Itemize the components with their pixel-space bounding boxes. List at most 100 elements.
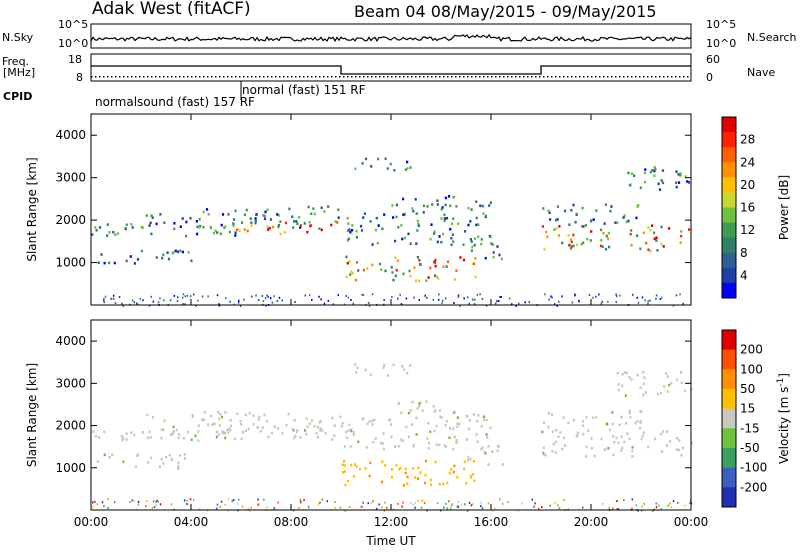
data-cell: [481, 507, 484, 510]
data-cell: [601, 245, 604, 249]
nave-point: [91, 76, 93, 78]
data-cell: [321, 429, 324, 432]
data-cell: [224, 436, 227, 440]
data-cell: [620, 435, 623, 439]
data-cell: [182, 293, 185, 296]
data-cell: [538, 507, 540, 510]
nave-point: [395, 76, 397, 78]
data-cell: [407, 435, 410, 439]
data-cell: [452, 217, 455, 220]
data-cell: [644, 299, 646, 302]
data-cell: [327, 205, 330, 208]
nave-point: [543, 76, 545, 78]
data-cell: [216, 294, 219, 297]
data-cell: [162, 253, 165, 257]
data-cell: [352, 431, 355, 434]
data-cell: [402, 197, 405, 201]
data-cell: [485, 433, 488, 436]
data-cell: [616, 221, 619, 224]
data-cell: [641, 296, 644, 299]
data-cell: [334, 507, 336, 510]
nave-point: [155, 76, 157, 78]
data-cell: [558, 225, 561, 228]
data-cell: [386, 374, 389, 377]
data-cell: [320, 206, 323, 209]
data-cell: [108, 261, 111, 265]
data-cell: [348, 506, 351, 508]
data-cell: [436, 203, 439, 206]
data-cell: [254, 219, 257, 223]
data-cell: [399, 466, 402, 470]
data-cell: [281, 299, 283, 302]
data-cell: [363, 212, 366, 215]
data-cell: [258, 415, 261, 419]
data-cell: [162, 462, 165, 465]
data-cell: [269, 218, 272, 221]
data-cell: [120, 435, 123, 438]
data-cell: [492, 255, 495, 259]
nave-point: [199, 76, 201, 78]
data-cell: [434, 264, 437, 268]
data-cell: [108, 231, 111, 234]
nave-point: [179, 76, 181, 78]
data-cell: [168, 453, 171, 457]
data-cell: [238, 299, 240, 302]
data-cell: [468, 302, 470, 305]
nave-point: [127, 76, 129, 78]
data-cell: [414, 501, 416, 504]
data-cell: [334, 500, 336, 503]
data-cell: [440, 208, 443, 211]
data-cell: [248, 412, 251, 415]
nave-point: [367, 76, 369, 78]
nave-point: [467, 76, 469, 78]
data-cell: [366, 267, 369, 270]
data-cell: [354, 278, 357, 282]
data-cell: [183, 499, 186, 502]
data-cell: [423, 481, 427, 485]
data-cell: [438, 483, 441, 486]
nave-point: [183, 76, 185, 78]
data-cell: [547, 411, 551, 415]
data-cell: [221, 430, 224, 433]
data-cell: [380, 268, 383, 271]
data-cell: [406, 372, 409, 375]
data-cell: [318, 420, 321, 424]
data-cell: [111, 453, 114, 457]
data-cell: [417, 466, 420, 470]
data-cell: [345, 436, 349, 440]
nsky-trace: [90, 33, 692, 43]
data-cell: [281, 431, 284, 435]
data-cell: [417, 224, 421, 228]
data-cell: [146, 436, 149, 440]
nave-point: [111, 76, 113, 78]
data-cell: [666, 430, 669, 433]
data-cell: [574, 220, 577, 224]
data-cell: [668, 227, 671, 230]
data-cell: [255, 213, 258, 216]
data-cell: [452, 447, 455, 451]
nave-point: [223, 76, 225, 78]
data-cell: [456, 416, 459, 419]
nave-point: [143, 76, 145, 78]
data-cell: [409, 364, 412, 367]
data-cell: [254, 221, 257, 225]
data-cell: [575, 435, 578, 438]
colorbar-swatch: [722, 408, 736, 429]
data-cell: [675, 448, 678, 451]
data-cell: [118, 296, 121, 298]
data-cell: [346, 239, 349, 242]
data-cell: [670, 382, 673, 385]
colorbar-swatch: [722, 162, 736, 178]
data-cell: [655, 506, 658, 509]
data-cell: [433, 230, 436, 233]
data-cell: [449, 507, 452, 510]
data-cell: [542, 421, 546, 424]
data-cell: [662, 245, 665, 248]
data-cell: [421, 499, 424, 502]
data-cell: [94, 434, 97, 438]
data-cell: [618, 423, 621, 427]
data-cell: [480, 242, 483, 246]
nave-point: [191, 76, 193, 78]
data-cell: [299, 226, 302, 229]
data-cell: [262, 300, 265, 303]
